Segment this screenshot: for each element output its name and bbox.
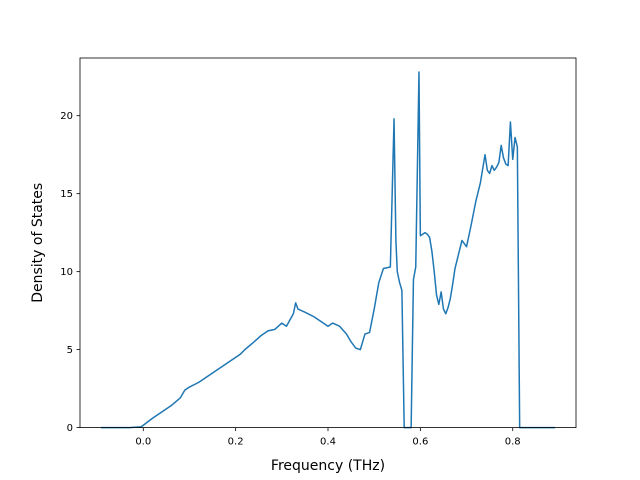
x-tick-label: 0.6 bbox=[412, 437, 428, 448]
x-axis-ticks: 0.0 0.2 0.4 0.6 0.8 bbox=[135, 427, 521, 448]
x-tick-label: 0.8 bbox=[505, 437, 521, 448]
x-axis-label: Frequency (THz) bbox=[271, 458, 385, 474]
y-tick-label: 15 bbox=[60, 189, 73, 200]
x-tick-label: 0.0 bbox=[135, 437, 151, 448]
x-tick-label: 0.2 bbox=[228, 437, 244, 448]
y-tick-label: 5 bbox=[67, 345, 73, 356]
y-axis-label: Density of States bbox=[30, 183, 46, 303]
y-tick-label: 10 bbox=[60, 267, 73, 278]
y-tick-label: 20 bbox=[60, 111, 73, 122]
y-axis-ticks: 0 5 10 15 20 bbox=[60, 111, 80, 434]
y-tick-label: 0 bbox=[67, 423, 73, 434]
x-tick-label: 0.4 bbox=[320, 437, 336, 448]
